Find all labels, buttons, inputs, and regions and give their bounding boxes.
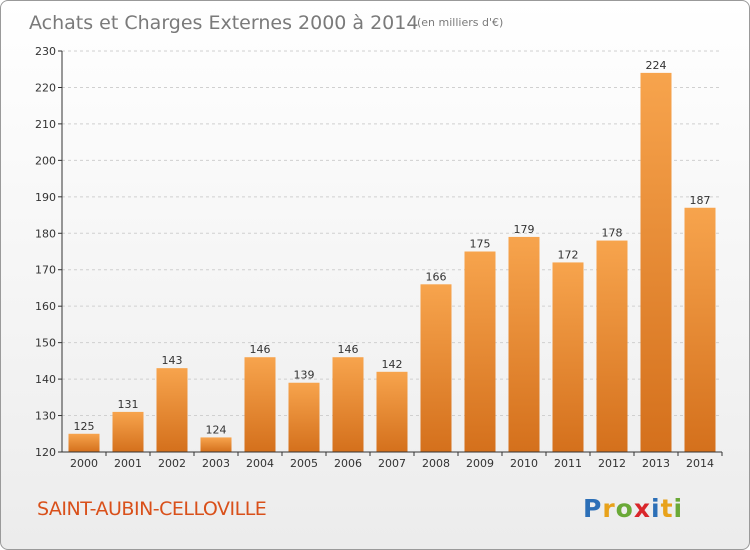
chart-subtitle: (en milliers d'€): [417, 16, 503, 29]
y-tick-label: 230: [35, 45, 56, 58]
x-tick-label: 2006: [334, 457, 362, 470]
y-tick-label: 170: [35, 264, 56, 277]
bar: [332, 357, 364, 452]
y-tick-label: 160: [35, 300, 56, 313]
y-tick-label: 180: [35, 227, 56, 240]
logo-letter: i: [651, 494, 661, 523]
logo-letter: o: [616, 494, 634, 523]
x-tick-label: 2014: [686, 457, 714, 470]
bar: [200, 437, 232, 452]
data-label: 142: [382, 358, 403, 371]
y-tick-label: 220: [35, 81, 56, 94]
bar: [684, 207, 716, 452]
data-label: 146: [250, 343, 271, 356]
bar: [552, 262, 584, 452]
logo-letter: x: [634, 494, 651, 523]
data-label: 139: [294, 369, 315, 382]
data-label: 172: [558, 248, 579, 261]
data-label: 124: [206, 423, 227, 436]
data-label: 143: [162, 354, 183, 367]
axes: 120 130 140 150 160 170 180 190 200 210 220 230 2000…: [35, 45, 723, 470]
commune-name: SAINT-AUBIN-CELLOVILLE: [37, 498, 266, 520]
data-label: 179: [514, 223, 535, 236]
y-tick-label: 150: [35, 337, 56, 350]
data-label: 187: [690, 194, 711, 207]
bar: [640, 72, 672, 452]
data-label: 131: [118, 398, 139, 411]
y-tick-label: 190: [35, 191, 56, 204]
logo-letter: t: [661, 494, 674, 523]
x-tick-label: 2011: [554, 457, 582, 470]
y-tick-label: 210: [35, 118, 56, 131]
logo-letter: r: [602, 494, 615, 523]
bar: [596, 240, 628, 452]
x-tick-label: 2002: [158, 457, 186, 470]
data-label: 175: [470, 238, 491, 251]
x-tick-label: 2013: [642, 457, 670, 470]
data-label: 125: [74, 420, 95, 433]
data-label: 146: [338, 343, 359, 356]
x-tick-label: 2001: [114, 457, 142, 470]
y-tick-label: 130: [35, 410, 56, 423]
x-tick-label: 2005: [290, 457, 318, 470]
bar: [112, 411, 144, 452]
bar: [464, 251, 496, 452]
proxiti-logo: Proxiti: [583, 494, 683, 523]
x-tick-label: 2008: [422, 457, 450, 470]
data-label: 224: [646, 59, 667, 72]
logo-letter: P: [583, 494, 602, 523]
data-label: 166: [426, 270, 447, 283]
bar: [244, 357, 276, 452]
x-tick-label: 2003: [202, 457, 230, 470]
data-label: 178: [602, 227, 623, 240]
bars: 125 131 143 124 146 139 146 142 166 175 179 172 178 2…: [68, 59, 716, 452]
x-tick-label: 2007: [378, 457, 406, 470]
logo-letter: i: [674, 494, 684, 523]
bar: [376, 371, 408, 452]
x-tick-label: 2000: [70, 457, 98, 470]
y-tick-label: 200: [35, 154, 56, 167]
bar: [68, 433, 100, 452]
bar: [288, 382, 320, 452]
bar: [156, 368, 188, 452]
bar: [420, 284, 452, 452]
x-tick-label: 2004: [246, 457, 274, 470]
x-tick-label: 2009: [466, 457, 494, 470]
y-tick-label: 120: [35, 446, 56, 459]
chart-title: Achats et Charges Externes 2000 à 2014: [29, 12, 418, 34]
bar: [508, 236, 540, 452]
y-tick-label: 140: [35, 373, 56, 386]
x-tick-label: 2012: [598, 457, 626, 470]
x-tick-label: 2010: [510, 457, 538, 470]
